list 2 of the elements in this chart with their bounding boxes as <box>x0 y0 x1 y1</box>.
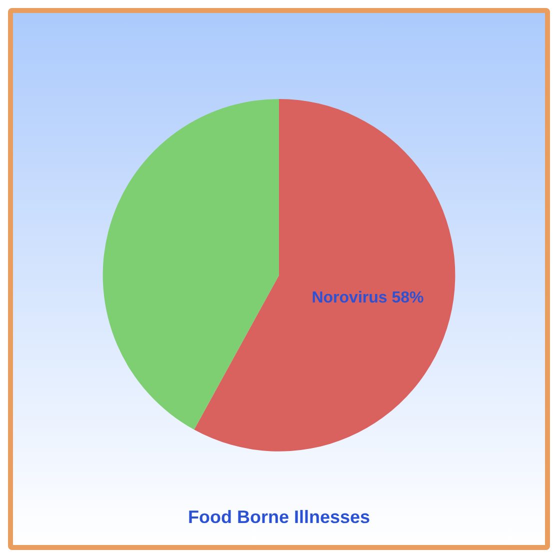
slice-label: Norovirus 58% <box>312 289 424 306</box>
text: Food Borne Illnesses <box>188 507 370 528</box>
